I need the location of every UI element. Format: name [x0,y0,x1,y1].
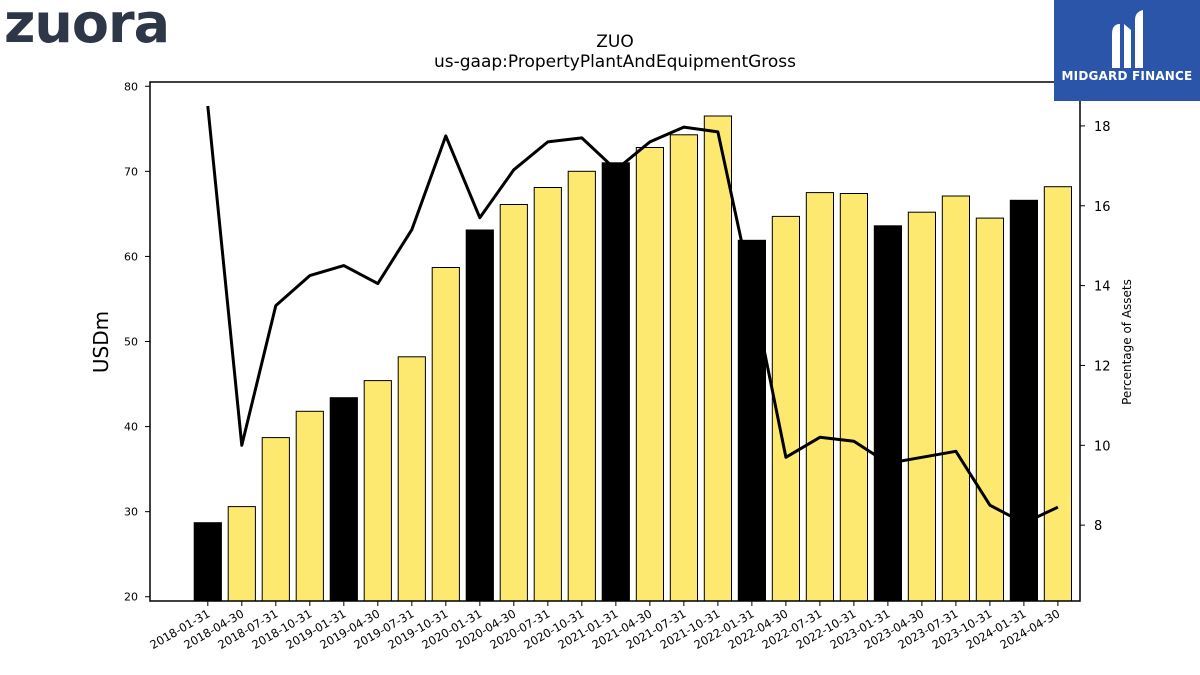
bar [703,115,732,602]
percentage-line [206,105,1059,525]
chart-subtitle: us-gaap:PropertyPlantAndEquipmentGross [433,52,797,72]
bar [635,147,664,602]
bar [907,211,936,602]
line-series [206,105,1059,525]
bar [975,217,1004,602]
midgard-finance-logo: MIDGARD FINANCE [1054,0,1200,101]
midgard-brand-text: MIDGARD FINANCE [1061,69,1193,83]
y-tick-label: 30 [124,506,138,519]
bar [839,193,868,602]
bar-series [193,115,1073,602]
y2-tick-label: 16 [1094,200,1111,215]
bar [1043,186,1073,602]
bar [329,397,358,602]
bar [567,170,596,602]
midgard-mark-icon [1112,10,1143,68]
bar [363,380,392,602]
bar [941,195,970,602]
y-tick-label: 80 [124,80,138,93]
y-tick-label: 60 [124,250,138,263]
y-tick-label: 40 [124,421,138,434]
bar [669,134,698,602]
bar [295,410,324,602]
y2-tick-label: 18 [1094,120,1111,135]
bar [499,204,528,602]
chart-title: ZUO [596,32,634,52]
y-tick-label: 70 [124,165,138,178]
bar [737,239,766,602]
bar [1009,199,1038,602]
zuora-logo: zuora [4,0,170,55]
bar [397,356,426,602]
y-tick-label: 20 [124,591,138,604]
y2-tick-label: 12 [1094,359,1111,374]
y2-tick-label: 14 [1094,280,1111,295]
y-tick-label: 50 [124,336,138,349]
y-axis-label: USDm [89,311,113,373]
bar [431,267,460,602]
bar [465,229,494,602]
y2-tick-label: 10 [1094,439,1111,454]
bar [261,437,290,602]
bar [193,522,222,602]
y2-axis-label: Percentage of Assets [1120,279,1134,405]
bar [805,192,834,602]
bar [227,506,256,602]
bar [873,225,902,602]
bar [601,162,630,602]
bar [533,187,562,602]
y2-tick-label: 8 [1094,519,1102,534]
